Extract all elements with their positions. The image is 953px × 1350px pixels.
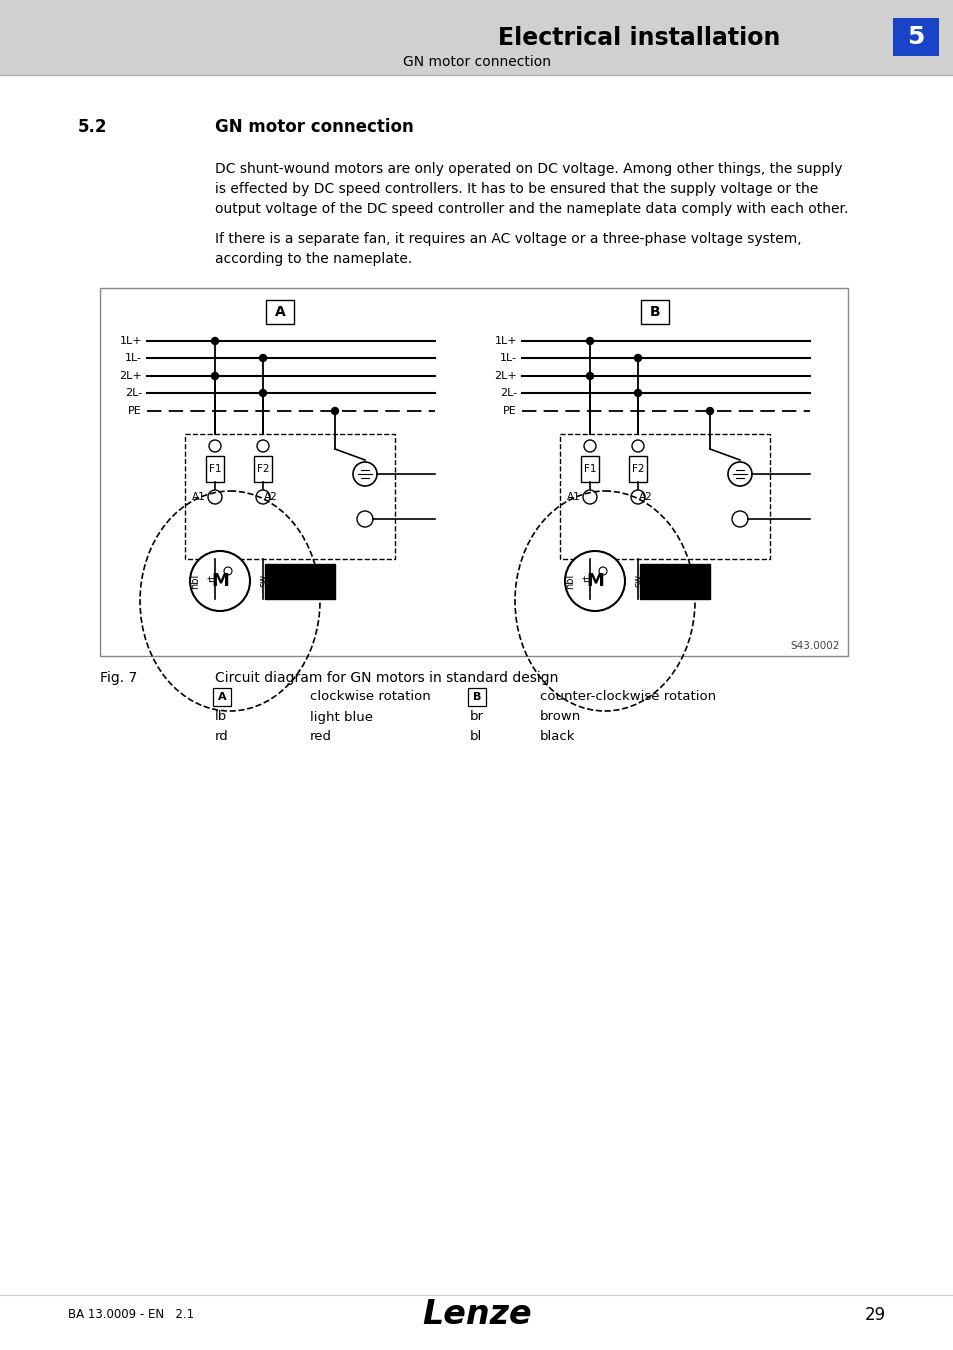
Text: rd: rd [214, 730, 229, 744]
Text: Circuit diagram for GN motors in standard design: Circuit diagram for GN motors in standar… [214, 671, 558, 684]
FancyBboxPatch shape [100, 288, 847, 656]
Text: black: black [539, 730, 575, 744]
Text: A: A [217, 693, 226, 702]
Text: 5: 5 [906, 26, 923, 49]
Text: 5.2: 5.2 [78, 117, 108, 136]
Circle shape [209, 440, 221, 452]
Text: 1L-: 1L- [499, 352, 517, 363]
FancyBboxPatch shape [892, 18, 938, 55]
Circle shape [190, 551, 250, 612]
Text: 29: 29 [864, 1305, 885, 1324]
Text: Electrical installation: Electrical installation [497, 26, 780, 50]
Circle shape [259, 355, 266, 362]
Circle shape [353, 462, 376, 486]
Text: F1: F1 [209, 464, 221, 474]
Circle shape [331, 408, 338, 414]
Text: Lenze: Lenze [422, 1299, 531, 1331]
Text: GN motor connection: GN motor connection [402, 55, 551, 69]
Text: M: M [585, 572, 603, 590]
Text: A1: A1 [192, 491, 206, 502]
Text: A2: A2 [639, 491, 652, 502]
Text: brown: brown [539, 710, 580, 724]
FancyBboxPatch shape [468, 688, 485, 706]
Text: If there is a separate fan, it requires an AC voltage or a three-phase voltage s: If there is a separate fan, it requires … [214, 232, 801, 246]
Text: lb: lb [214, 710, 227, 724]
Text: according to the nameplate.: according to the nameplate. [214, 252, 412, 266]
Text: M: M [211, 572, 229, 590]
Text: GN motor connection: GN motor connection [214, 117, 414, 136]
FancyBboxPatch shape [640, 300, 668, 324]
Text: hbl: hbl [190, 574, 200, 589]
Text: PE: PE [128, 406, 142, 416]
Text: F2: F2 [631, 464, 643, 474]
Text: br: br [649, 574, 659, 585]
FancyBboxPatch shape [580, 456, 598, 482]
Circle shape [212, 338, 218, 344]
Text: is effected by DC speed controllers. It has to be ensured that the supply voltag: is effected by DC speed controllers. It … [214, 182, 818, 196]
Circle shape [255, 490, 270, 504]
Circle shape [630, 490, 644, 504]
Text: rt: rt [581, 574, 592, 582]
Bar [639, 564, 709, 599]
Text: B: B [649, 305, 659, 319]
Text: 2L-: 2L- [499, 387, 517, 398]
Text: sw: sw [257, 574, 268, 587]
Circle shape [727, 462, 751, 486]
Text: hbl: hbl [564, 574, 575, 589]
Circle shape [208, 490, 222, 504]
Text: br: br [274, 574, 285, 585]
Text: B: B [473, 693, 480, 702]
FancyBboxPatch shape [628, 456, 646, 482]
Text: 2L+: 2L+ [494, 371, 517, 381]
FancyBboxPatch shape [0, 0, 953, 76]
Text: F1: F1 [583, 464, 596, 474]
Text: output voltage of the DC speed controller and the nameplate data comply with eac: output voltage of the DC speed controlle… [214, 202, 847, 216]
Text: A: A [274, 305, 285, 319]
Text: sw: sw [633, 574, 642, 587]
Text: A1: A1 [566, 491, 580, 502]
Text: Fig. 7: Fig. 7 [100, 671, 137, 684]
Circle shape [631, 440, 643, 452]
Text: 2L+: 2L+ [119, 371, 142, 381]
FancyBboxPatch shape [266, 300, 294, 324]
Text: br: br [470, 710, 483, 724]
Circle shape [583, 440, 596, 452]
Circle shape [256, 440, 269, 452]
Text: bl: bl [470, 730, 482, 744]
Text: red: red [310, 730, 332, 744]
Text: counter-clockwise rotation: counter-clockwise rotation [539, 690, 716, 703]
Circle shape [634, 390, 640, 397]
Text: 1L+: 1L+ [494, 336, 517, 346]
Text: F2: F2 [256, 464, 269, 474]
Text: PE: PE [503, 406, 517, 416]
Circle shape [259, 390, 266, 397]
Text: DC shunt-wound motors are only operated on DC voltage. Among other things, the s: DC shunt-wound motors are only operated … [214, 162, 841, 176]
Circle shape [731, 512, 747, 526]
Text: 1L-: 1L- [125, 352, 142, 363]
Text: 2L-: 2L- [125, 387, 142, 398]
FancyBboxPatch shape [213, 688, 231, 706]
Bar [265, 564, 335, 599]
Circle shape [564, 551, 624, 612]
Text: A2: A2 [264, 491, 277, 502]
Circle shape [582, 490, 597, 504]
Circle shape [586, 373, 593, 379]
Text: rt: rt [207, 574, 216, 582]
Text: BA 13.0009 - EN   2.1: BA 13.0009 - EN 2.1 [68, 1308, 193, 1322]
FancyBboxPatch shape [253, 456, 272, 482]
Circle shape [634, 355, 640, 362]
Circle shape [586, 338, 593, 344]
Text: clockwise rotation: clockwise rotation [310, 690, 431, 703]
Circle shape [356, 512, 373, 526]
Text: light blue: light blue [310, 710, 373, 724]
Text: S43.0002: S43.0002 [790, 641, 840, 651]
Circle shape [212, 373, 218, 379]
Text: 1L+: 1L+ [119, 336, 142, 346]
Circle shape [706, 408, 713, 414]
FancyBboxPatch shape [206, 456, 224, 482]
